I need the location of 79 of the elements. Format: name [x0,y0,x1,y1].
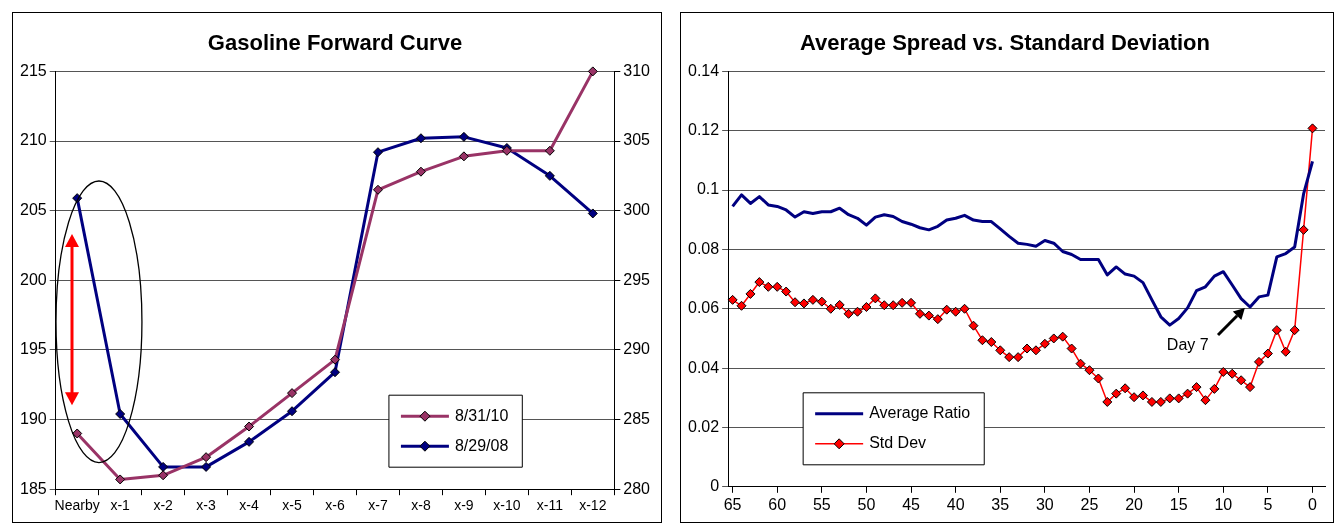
x-tick-label: x-2 [153,497,174,514]
y-tick-label: 190 [19,409,47,427]
point [544,145,555,156]
x-tick-label: x-12 [579,497,607,514]
y-tick-label: 210 [19,131,47,149]
y-tick-label: 0.02 [688,417,720,435]
x-tick-label: 35 [991,495,1010,513]
y2-tick-label: 290 [623,340,651,358]
y2-tick-label: 285 [623,409,651,427]
x-tick-label: 55 [812,495,831,513]
point [115,474,126,485]
x-tick-label: x-5 [282,497,302,514]
y2-tick-label: 295 [623,270,651,288]
y-tick-label: 195 [19,340,47,358]
point [158,470,169,481]
point [287,406,298,417]
y-tick-label: 215 [19,61,47,79]
x-tick-label: x-9 [454,497,474,514]
point [372,184,383,195]
x-tick-label: 25 [1080,495,1099,513]
legend-label: Std Dev [869,434,927,452]
x-tick-label: x-4 [239,497,259,514]
legend-label: 8/29/08 [454,436,509,454]
point [330,367,340,378]
x-tick-label: x-11 [536,497,564,514]
x-tick-label: 40 [946,495,965,513]
point [244,421,255,432]
x-tick-label: 0 [1308,495,1318,513]
x-tick-label: 50 [857,495,876,513]
y-tick-label: 0.1 [696,180,720,198]
x-tick-label: 15 [1169,495,1188,513]
x-tick-label: Nearby [54,497,100,514]
point [330,354,340,365]
legend-label: Average Ratio [869,404,971,422]
point [244,436,255,447]
x-tick-label: 10 [1214,495,1233,513]
y-tick-label: 0.08 [688,239,720,257]
y2-tick-label: 305 [623,131,651,149]
x-tick-label: x-8 [411,497,431,514]
annotation: Day 7 [1166,335,1209,353]
point [158,461,169,472]
point [587,208,598,219]
x-tick-label: 60 [768,495,787,513]
x-tick-label: x-7 [368,497,388,514]
y-tick-label: 0.04 [688,358,720,376]
y-tick-label: 185 [19,479,47,497]
y2-tick-label: 310 [623,61,651,79]
point [287,388,298,399]
point [458,151,469,162]
point [415,166,426,177]
y-tick-label: 0.14 [688,61,720,79]
point [415,133,426,144]
y-tick-label: 0.06 [688,299,720,317]
legend-label: 8/31/10 [454,406,509,424]
y-tick-label: 200 [19,270,47,288]
y-tick-label: 0 [710,477,720,495]
y-tick-label: 0.12 [688,121,720,139]
x-tick-label: 5 [1263,495,1273,513]
chart-title: Gasoline Forward Curve [207,30,463,56]
chart-title: Average Spread vs. Standard Deviation [800,30,1210,56]
x-tick-label: x-10 [493,497,521,514]
point [544,170,555,181]
point [458,131,469,142]
x-tick-label: 30 [1035,495,1054,513]
point [72,428,83,439]
x-tick-label: 65 [723,495,742,513]
x-tick-label: x-1 [110,497,131,514]
y-tick-label: 205 [19,201,47,219]
point [587,66,598,77]
point [372,147,383,158]
x-tick-label: 45 [902,495,921,513]
point [201,452,212,463]
point [115,409,126,419]
x-tick-label: x-6 [325,497,345,514]
point [201,461,212,472]
y2-tick-label: 300 [623,201,651,219]
y2-tick-label: 280 [623,479,651,497]
x-tick-label: 20 [1125,495,1144,513]
x-tick-label: x-3 [196,497,217,514]
